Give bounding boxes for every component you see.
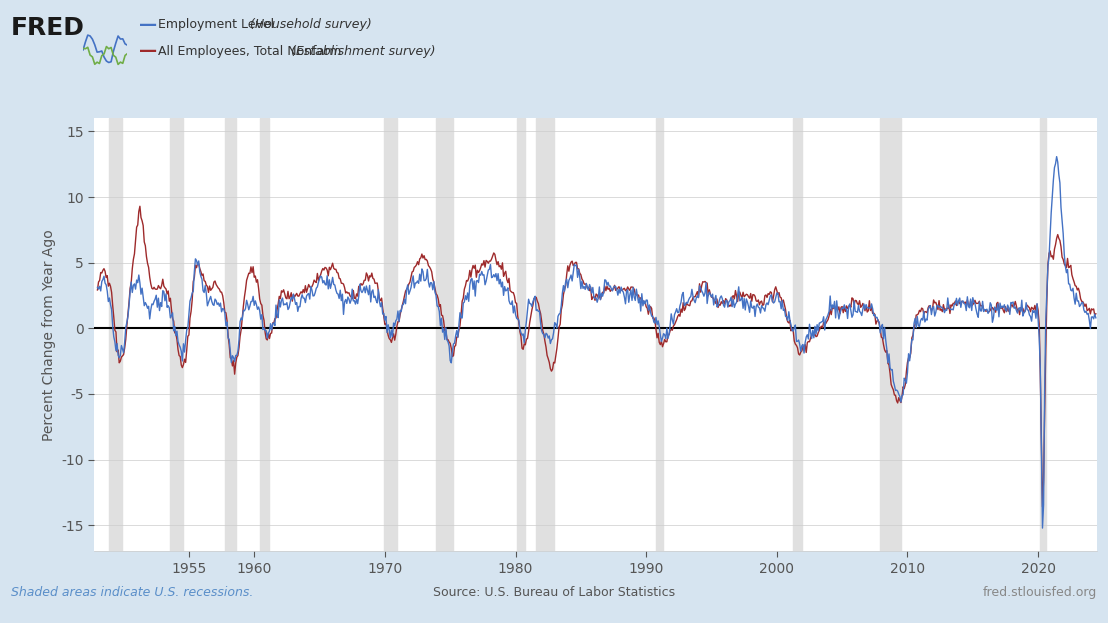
Bar	[110, 118, 123, 551]
Bar	[225, 118, 236, 551]
Bar	[437, 118, 453, 551]
Bar	[259, 118, 269, 551]
Bar	[171, 118, 184, 551]
Text: —: —	[138, 42, 156, 60]
Text: —: —	[138, 16, 156, 34]
Text: Source: U.S. Bureau of Labor Statistics: Source: U.S. Bureau of Labor Statistics	[433, 586, 675, 599]
Bar	[793, 118, 802, 551]
Text: (Household survey): (Household survey)	[250, 18, 372, 31]
Bar	[1040, 118, 1046, 551]
Text: Employment Level: Employment Level	[158, 18, 283, 31]
Bar	[516, 118, 525, 551]
Text: All Employees, Total Nonfarm: All Employees, Total Nonfarm	[158, 45, 350, 58]
Y-axis label: Percent Change from Year Ago: Percent Change from Year Ago	[42, 229, 55, 440]
Text: fred.stlouisfed.org: fred.stlouisfed.org	[983, 586, 1097, 599]
Bar	[656, 118, 663, 551]
Bar	[383, 118, 397, 551]
Text: FRED: FRED	[11, 16, 85, 40]
Text: (Establishment survey): (Establishment survey)	[291, 45, 435, 58]
Bar	[880, 118, 901, 551]
Bar	[536, 118, 554, 551]
Text: Shaded areas indicate U.S. recessions.: Shaded areas indicate U.S. recessions.	[11, 586, 254, 599]
